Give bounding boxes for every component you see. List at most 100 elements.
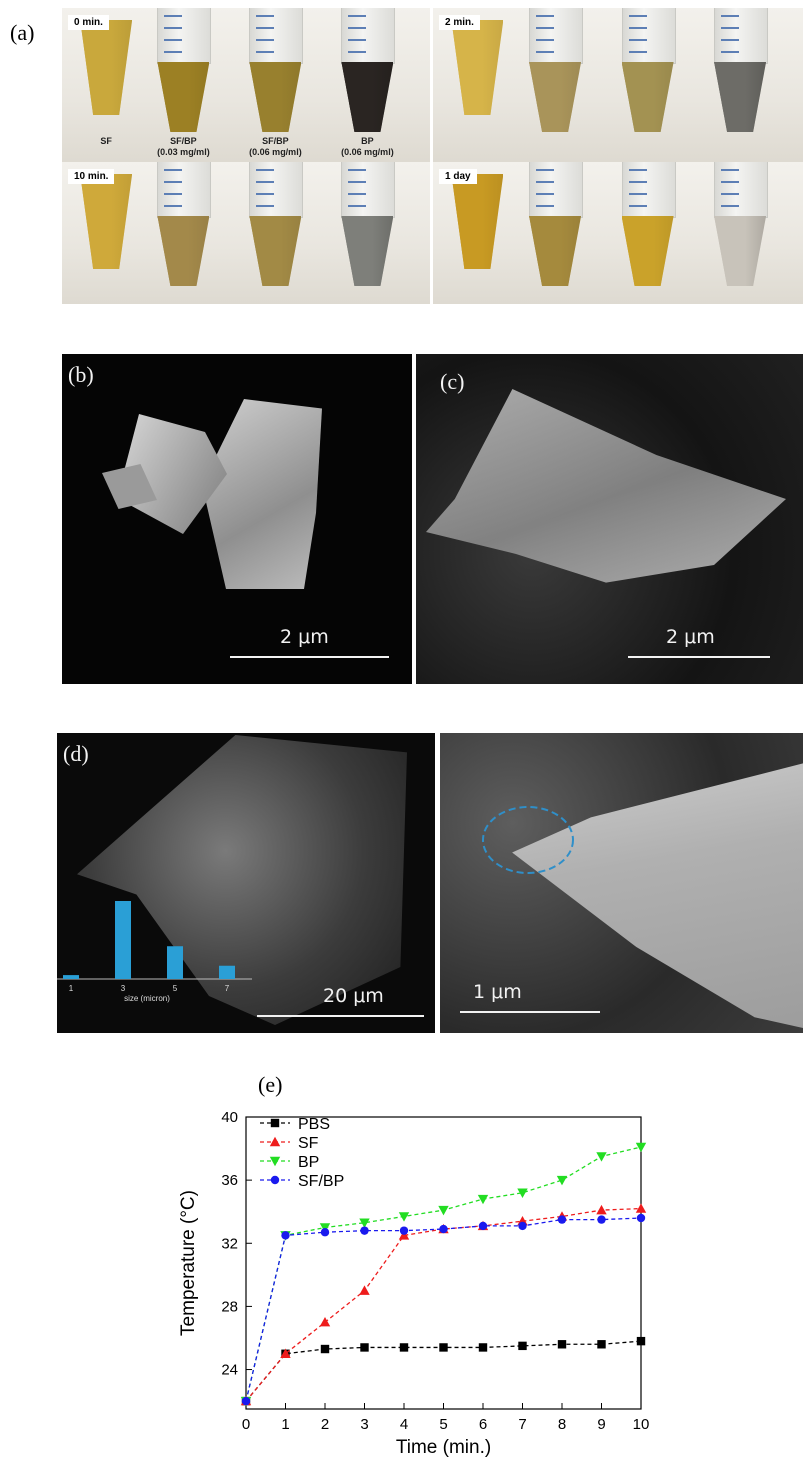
size-histogram-inset: 1 3 5 7 size (micron)	[57, 901, 252, 1003]
tube-liquid	[249, 216, 302, 286]
tube-liquid	[451, 174, 504, 269]
panel-a-label: (a)	[10, 20, 35, 45]
photo-frame: 2 min.	[433, 8, 803, 162]
temperature-chart: 0 1 2 3 4 5 6 7 8 9 10 24 28 32 36 40 Time (min.) Tempera…	[178, 1109, 650, 1458]
data-point	[477, 1194, 489, 1205]
tube-label: BP (0.06 mg/ml)	[341, 136, 394, 157]
test-tube	[157, 162, 212, 294]
data-point	[439, 1224, 448, 1234]
data-point	[635, 1203, 647, 1213]
x-tick-label: 8	[558, 1416, 566, 1433]
tube-graduations	[341, 8, 396, 64]
data-point	[518, 1221, 527, 1231]
panel-c-sem-image: (c) 2 μm	[416, 354, 803, 684]
tube-liquid	[529, 216, 582, 286]
tube-liquid	[341, 62, 394, 132]
test-tube	[621, 8, 676, 140]
test-tube	[529, 8, 584, 140]
tube-label: SF	[100, 136, 112, 146]
x-tick-label: 6	[479, 1416, 487, 1433]
data-point	[320, 1344, 330, 1354]
test-tube	[157, 8, 212, 140]
highlight-circle	[482, 806, 574, 874]
tube-graduations	[157, 162, 212, 218]
tube-graduations	[249, 162, 304, 218]
panel-e-label: (e)	[258, 1072, 283, 1097]
tube-liquid	[621, 216, 674, 286]
legend-marker	[269, 1136, 281, 1147]
tube-liquid	[621, 62, 674, 132]
data-point	[359, 1285, 370, 1295]
x-axis-label: Time (min.)	[396, 1437, 491, 1458]
hist-bar	[63, 975, 79, 979]
data-point	[320, 1228, 330, 1237]
test-tube	[80, 20, 133, 160]
data-point	[360, 1226, 369, 1235]
legend-label: BP	[298, 1154, 319, 1171]
data-point	[557, 1340, 567, 1349]
data-point	[359, 1218, 370, 1228]
hist-tick-label: 3	[121, 984, 126, 993]
legend-marker	[269, 1156, 281, 1167]
x-tick-label: 9	[597, 1416, 605, 1433]
data-point	[556, 1175, 568, 1186]
flake-shape	[426, 389, 786, 583]
data-point	[478, 1221, 488, 1231]
x-tick-label: 5	[439, 1416, 447, 1433]
tube-graduations	[621, 162, 676, 218]
tube-graduations	[341, 162, 396, 218]
tube-liquid	[341, 216, 394, 286]
data-point	[241, 1396, 251, 1406]
data-point	[517, 1188, 528, 1198]
y-tick-label: 40	[221, 1109, 238, 1126]
data-point	[319, 1316, 331, 1327]
tube-liquid	[529, 62, 582, 132]
scale-bar	[628, 656, 770, 658]
tube-liquid	[80, 20, 133, 115]
tube-liquid	[157, 216, 210, 286]
data-point	[398, 1230, 410, 1240]
test-tube	[249, 8, 304, 140]
x-tick-label: 0	[242, 1416, 250, 1433]
photo-frame: 1 day	[433, 162, 803, 304]
scale-bar-label: 2 μm	[666, 626, 715, 648]
tube-liquid	[451, 20, 504, 115]
tube-label: SF/BP (0.03 mg/ml)	[157, 136, 210, 157]
test-tube	[451, 20, 504, 160]
tube-graduations	[714, 8, 769, 64]
tube-label: SF/BP (0.06 mg/ml)	[249, 136, 302, 157]
data-point	[596, 1152, 607, 1162]
x-tick-label: 2	[321, 1416, 329, 1433]
data-point	[398, 1212, 410, 1222]
y-tick-label: 28	[221, 1298, 238, 1315]
tube-graduations	[249, 8, 304, 64]
tube-graduations	[529, 162, 584, 218]
y-axis-label: Temperature (°C)	[178, 1190, 199, 1336]
data-point	[635, 1142, 647, 1153]
legend-marker	[270, 1175, 280, 1185]
data-point	[597, 1215, 606, 1224]
data-point	[636, 1336, 646, 1346]
test-tube	[451, 174, 504, 304]
tube-graduations	[714, 162, 769, 218]
tube-graduations	[621, 8, 676, 64]
data-point	[596, 1204, 607, 1215]
panel-d-zoom-sem-image: 1 μm	[440, 733, 803, 1033]
legend-marker	[270, 1118, 280, 1128]
hist-tick-label: 5	[173, 984, 178, 993]
data-point	[399, 1226, 409, 1235]
tube-liquid	[714, 62, 767, 132]
test-tube	[529, 162, 584, 294]
test-tube	[714, 162, 769, 294]
hist-bar	[167, 946, 183, 979]
data-point	[360, 1343, 369, 1352]
x-tick-label: 1	[281, 1416, 289, 1433]
tube-liquid	[249, 62, 302, 132]
y-tick-label: 24	[221, 1362, 238, 1379]
tube-liquid	[80, 174, 133, 269]
y-tick-label: 32	[221, 1235, 238, 1252]
test-tube	[714, 8, 769, 140]
data-point	[478, 1343, 488, 1352]
photo-frame: 0 min. SF SF/BP (0.03 mg/ml) SF/BP (0.06 mg…	[62, 8, 430, 162]
x-tick-label: 10	[633, 1416, 650, 1433]
